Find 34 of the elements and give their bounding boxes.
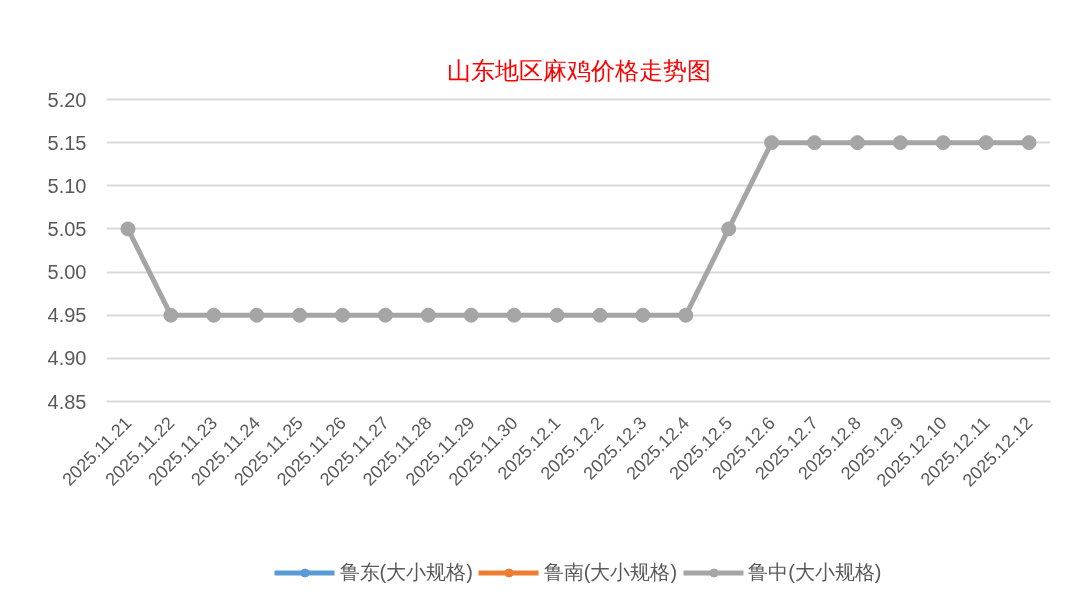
point (292, 307, 308, 323)
point (335, 307, 350, 323)
y-tick-label: 5.20 (47, 88, 87, 111)
point (935, 135, 951, 151)
legend-label: 鲁东(大小规格) (339, 559, 473, 585)
y-tick-label: 4.90 (47, 347, 87, 370)
point (549, 307, 565, 323)
point (249, 307, 265, 323)
point (807, 135, 822, 151)
point (506, 307, 522, 323)
legend-label: 鲁南(大小规格) (543, 559, 678, 585)
point (420, 307, 436, 323)
point (206, 307, 222, 323)
y-tick-label: 5.00 (47, 261, 87, 284)
y-tick-label: 5.15 (47, 131, 87, 154)
y-tick-label: 5.05 (47, 217, 87, 240)
chart-title: 山东地区麻鸡价格走势图 (446, 56, 711, 85)
point (592, 307, 608, 323)
point (163, 307, 179, 323)
point (377, 307, 393, 323)
point (849, 135, 865, 151)
point (892, 135, 908, 151)
y-tick-label: 5.10 (47, 174, 87, 197)
y-tick-label: 4.95 (47, 304, 87, 327)
point (635, 307, 651, 323)
point (978, 135, 994, 151)
legend-label: 鲁中(大小规格) (748, 559, 882, 585)
point (764, 135, 780, 151)
point (678, 307, 694, 323)
point (463, 307, 479, 323)
point (1021, 135, 1037, 151)
y-tick-label: 4.85 (47, 390, 87, 413)
point (721, 221, 737, 237)
point (120, 221, 136, 237)
